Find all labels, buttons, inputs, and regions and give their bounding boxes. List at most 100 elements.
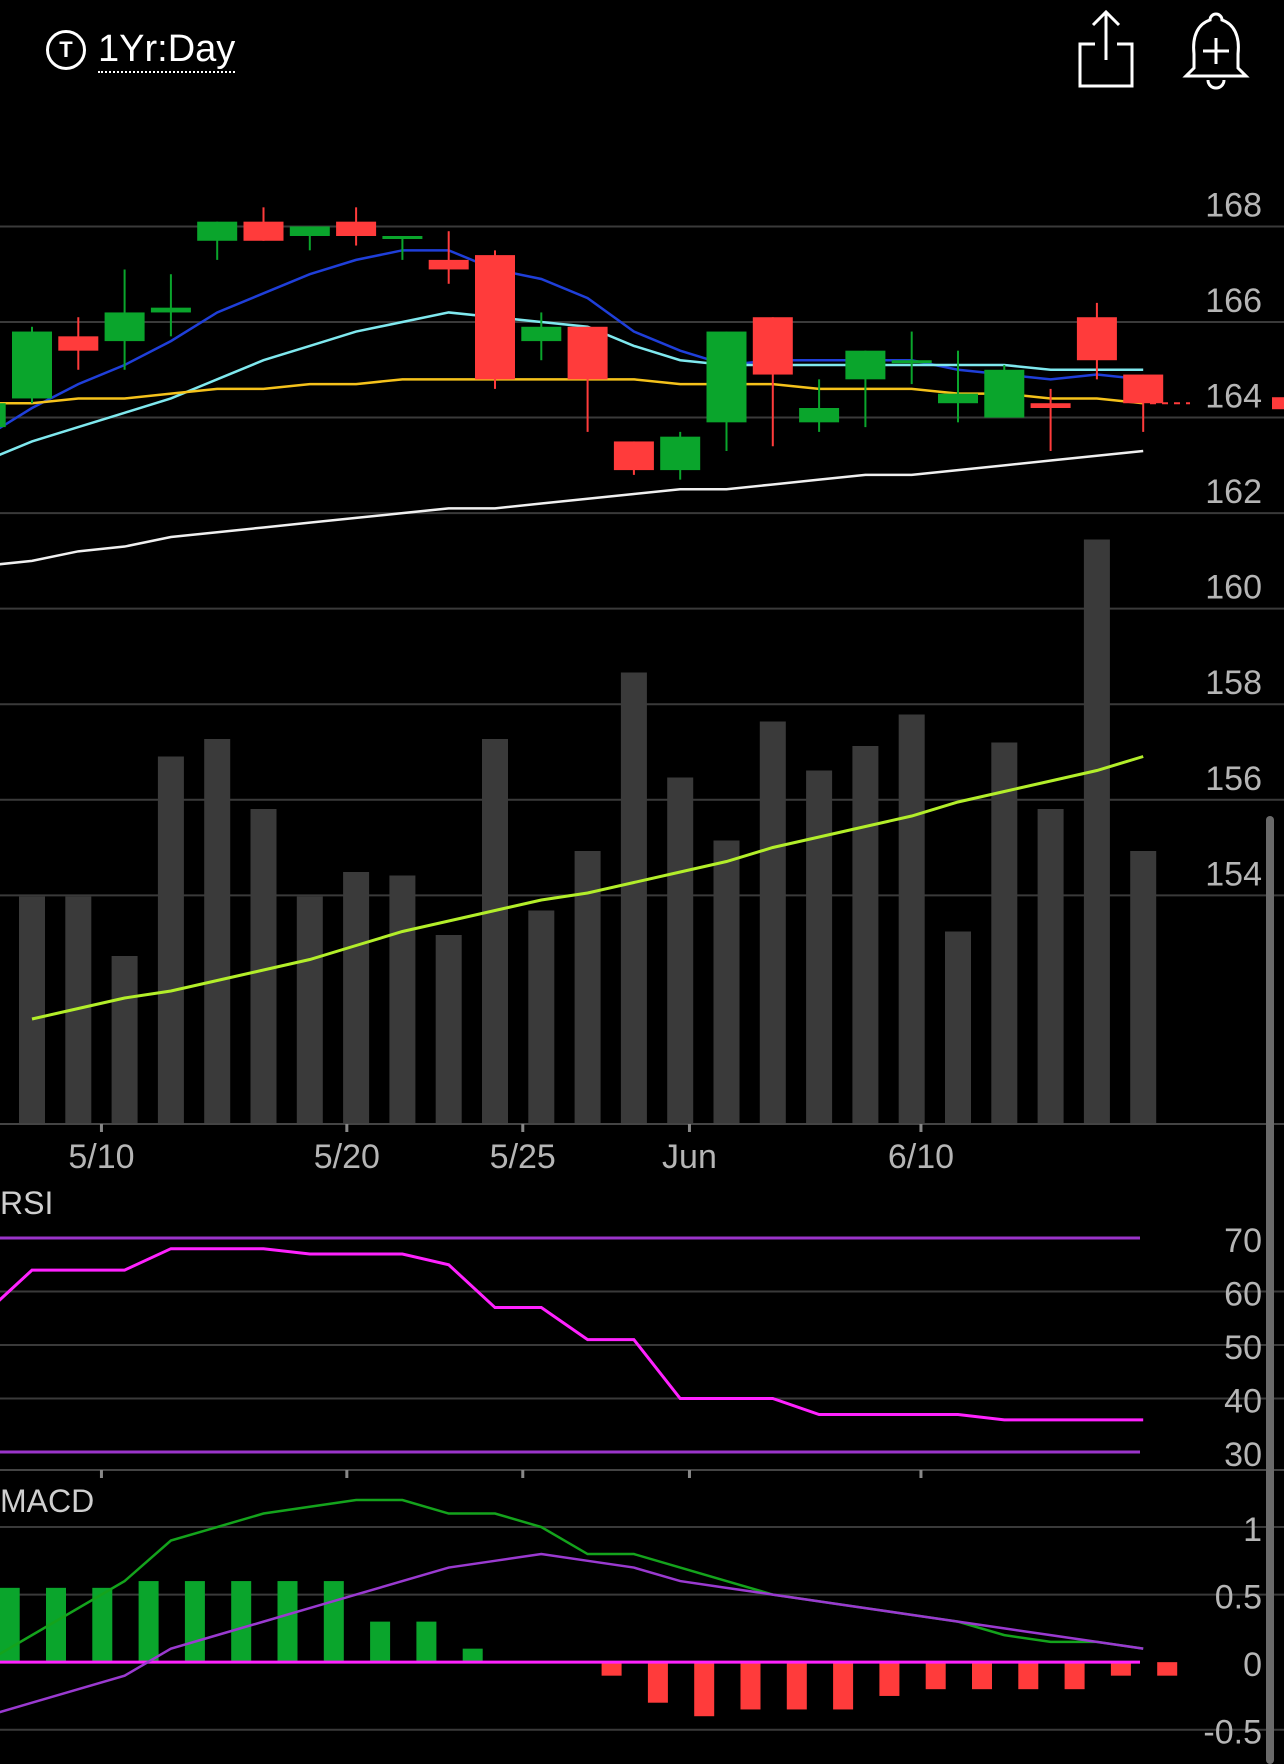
macd-histogram-bar	[833, 1662, 854, 1710]
macd-tick-label: 1	[1243, 1511, 1262, 1549]
volume-bar	[296, 896, 323, 1124]
x-tick-label: 6/10	[888, 1138, 954, 1176]
macd-tick-label: 0.5	[1215, 1579, 1262, 1617]
volume-bar	[852, 746, 879, 1124]
share-icon	[1078, 9, 1134, 88]
macd-histogram-bar	[0, 1587, 20, 1663]
volume-bar	[1130, 851, 1157, 1124]
candle-body	[428, 259, 469, 270]
macd-histogram-bar	[879, 1662, 900, 1696]
candle-body	[475, 255, 515, 380]
macd-histogram-bar	[647, 1662, 668, 1703]
x-tick-label: 5/25	[490, 1138, 556, 1176]
candle-body	[1123, 374, 1164, 404]
macd-tick-label: 0	[1243, 1646, 1262, 1684]
macd-histogram-bar	[92, 1587, 113, 1663]
moving-average-line	[0, 378, 1144, 405]
macd-histogram-bar	[1064, 1662, 1085, 1690]
macd-histogram-bar	[184, 1581, 205, 1663]
rsi-tick-label: 30	[1224, 1436, 1262, 1474]
candle-body	[891, 360, 932, 364]
rsi-tick-label: 50	[1224, 1329, 1262, 1367]
volume-bar	[574, 851, 601, 1124]
macd-histogram-bar	[601, 1662, 622, 1676]
macd-histogram-bar	[416, 1621, 437, 1663]
macd-histogram-bar	[370, 1621, 391, 1663]
macd-histogram-bar	[694, 1662, 715, 1717]
rsi-tick-label: 70	[1224, 1222, 1262, 1260]
candle-body	[243, 221, 284, 241]
rsi-tick-label: 60	[1224, 1276, 1262, 1314]
candle-body	[660, 436, 701, 471]
volume-bar	[435, 935, 462, 1124]
moving-average-line	[0, 249, 1144, 430]
macd-title: MACD	[0, 1483, 94, 1519]
scrollbar[interactable]	[1266, 816, 1274, 1764]
range-label: 1Yr:Day	[98, 27, 236, 73]
candle-body	[104, 312, 145, 342]
macd-histogram-bar	[786, 1662, 807, 1710]
candle-body	[1030, 403, 1071, 408]
volume-bar	[111, 956, 138, 1124]
candle-body	[336, 221, 377, 236]
candle-body	[150, 307, 191, 313]
macd-histogram-bar	[462, 1648, 483, 1663]
range-selector-button[interactable]: T 1Yr:Day	[46, 22, 236, 78]
last-price-marker	[1272, 397, 1284, 410]
volume-bar	[806, 770, 833, 1124]
price-tick-label: 166	[1205, 282, 1262, 320]
candle-body	[706, 331, 747, 423]
macd-histogram-bar	[46, 1587, 66, 1663]
candle-body	[289, 226, 330, 236]
macd-histogram-bar	[323, 1581, 344, 1663]
macd-histogram-bar	[277, 1581, 298, 1663]
x-tick-label: Jun	[662, 1138, 717, 1176]
volume-bar	[204, 739, 231, 1124]
candle-body	[567, 326, 608, 380]
macd-signal-line	[0, 1552, 1144, 1714]
moving-average-line	[0, 311, 1144, 457]
x-tick-label: 5/20	[314, 1138, 380, 1176]
candle-body	[752, 317, 793, 375]
candle-body	[984, 369, 1025, 418]
t-circle-icon: T	[46, 30, 86, 70]
volume-bar	[898, 714, 925, 1124]
price-tick-label: 162	[1205, 473, 1262, 511]
volume-bar	[667, 777, 694, 1124]
macd-histogram-bar	[972, 1662, 992, 1690]
top-bar: T 1Yr:Day	[0, 0, 1284, 100]
price-tick-label: 168	[1205, 186, 1262, 224]
volume-bar	[528, 910, 555, 1124]
volume-bar	[482, 739, 508, 1124]
candle-body	[12, 331, 52, 399]
add-alert-bell-icon	[1182, 12, 1250, 90]
macd-histogram-bar	[1018, 1662, 1039, 1690]
candle-body	[613, 441, 654, 471]
volume-bar	[620, 672, 647, 1124]
volume-bar	[19, 896, 45, 1124]
price-tick-label: 164	[1205, 378, 1262, 416]
macd-histogram-bar	[925, 1662, 946, 1690]
volume-bar	[389, 875, 416, 1124]
price-tick-label: 160	[1205, 569, 1262, 607]
volume-bar	[713, 840, 740, 1124]
volume-bar	[343, 872, 370, 1124]
add-alert-button[interactable]	[1180, 10, 1252, 90]
volume-bar	[157, 756, 184, 1124]
volume-average-line	[31, 755, 1144, 1021]
volume-bar	[991, 742, 1018, 1124]
rsi-tick-label: 40	[1224, 1383, 1262, 1421]
candle-body	[0, 403, 6, 428]
candle-body	[938, 393, 978, 404]
macd-histogram-bar	[231, 1581, 252, 1663]
share-button[interactable]	[1076, 9, 1136, 90]
candle-body	[799, 408, 840, 423]
price-tick-label: 158	[1205, 664, 1262, 702]
moving-average-line	[0, 449, 1144, 566]
price-tick-label: 156	[1205, 760, 1262, 798]
volume-bar	[759, 721, 786, 1124]
candle-body	[58, 336, 99, 351]
macd-histogram-bar	[1110, 1662, 1131, 1676]
macd-histogram-bar	[138, 1581, 159, 1663]
